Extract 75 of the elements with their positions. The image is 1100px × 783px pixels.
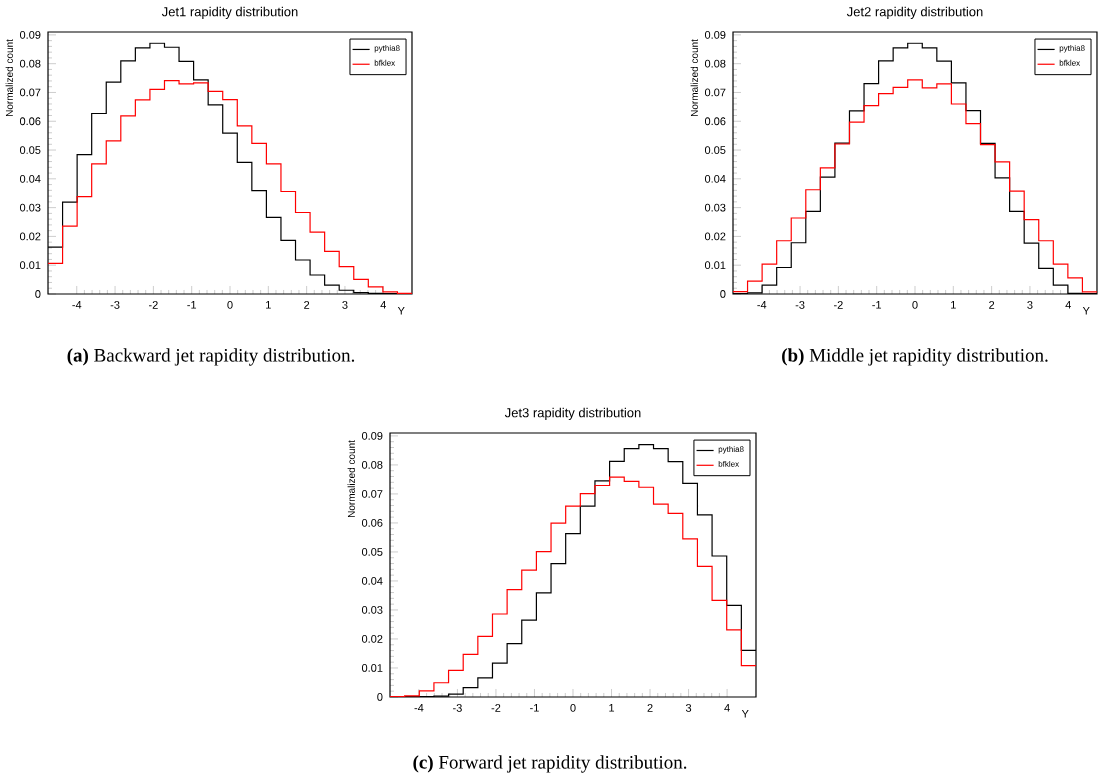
text: (b) Middle jet rapidity distribution. bbox=[782, 348, 1048, 366]
x-tick-label: -4 bbox=[72, 301, 82, 309]
y-tick-label: 0.07 bbox=[704, 88, 726, 97]
x-tick-label: 0 bbox=[227, 301, 233, 309]
x-tick-label: 4 bbox=[1065, 301, 1071, 309]
x-tick-label: -3 bbox=[453, 704, 462, 712]
x-tick-label: -1 bbox=[872, 301, 882, 309]
y-axis-title: Normalized count bbox=[5, 39, 13, 117]
y-tick-label: 0.02 bbox=[361, 635, 383, 643]
y-tick-label: 0.06 bbox=[704, 117, 726, 126]
x-tick-label: -3 bbox=[795, 301, 805, 309]
x-axis-title: Y bbox=[1082, 307, 1090, 315]
x-tick-label: 4 bbox=[380, 301, 386, 309]
y-tick-label: 0.04 bbox=[19, 174, 41, 183]
chart-title: Jet2 rapidity distribution bbox=[846, 6, 983, 19]
legend-label: pythia8 bbox=[1059, 45, 1085, 53]
x-tick-label: -2 bbox=[491, 704, 501, 712]
legend-label: bfklex bbox=[718, 460, 740, 467]
y-tick-label: 0.09 bbox=[19, 30, 41, 39]
x-tick-label: -1 bbox=[530, 704, 539, 712]
legend-label: bfklex bbox=[1059, 59, 1081, 66]
y-tick-label: 0.02 bbox=[19, 232, 41, 241]
legend-label: bfklex bbox=[374, 59, 396, 66]
text: (a) Backward jet rapidity distribution. bbox=[67, 348, 355, 366]
chart-title: Jet1 rapidity distribution bbox=[161, 6, 298, 19]
x-axis-title: Y bbox=[741, 710, 749, 718]
y-tick-label: 0.03 bbox=[361, 606, 383, 614]
y-tick-label: 0.04 bbox=[704, 174, 726, 183]
text: (c) Forward jet rapidity distribution. bbox=[413, 755, 687, 773]
legend-label: pythia8 bbox=[374, 45, 400, 53]
y-axis-title: Normalized count bbox=[347, 440, 355, 518]
y-tick-label: 0.01 bbox=[361, 664, 383, 672]
x-tick-label: -3 bbox=[110, 301, 120, 309]
legend-label: pythia8 bbox=[718, 446, 744, 454]
y-tick-label: 0.08 bbox=[361, 461, 383, 469]
y-tick-label: 0.01 bbox=[19, 261, 41, 270]
x-tick-label: 0 bbox=[570, 704, 576, 712]
y-tick-label: 0.01 bbox=[704, 261, 726, 270]
x-tick-label: -2 bbox=[833, 301, 843, 309]
y-tick-label: 0.05 bbox=[361, 548, 383, 556]
x-tick-label: 4 bbox=[724, 704, 730, 712]
y-tick-label: 0.07 bbox=[19, 88, 41, 97]
y-axis-title: Normalized count bbox=[690, 39, 698, 117]
x-tick-label: 1 bbox=[951, 301, 956, 309]
x-tick-label: -4 bbox=[757, 301, 767, 309]
y-tick-label: 0.03 bbox=[19, 203, 41, 212]
y-tick-label: 0.04 bbox=[361, 577, 383, 585]
y-tick-label: 0 bbox=[720, 290, 726, 298]
x-tick-label: 2 bbox=[647, 704, 653, 712]
x-tick-label: 3 bbox=[685, 704, 692, 712]
x-tick-label: 2 bbox=[989, 301, 995, 309]
y-tick-label: 0.05 bbox=[704, 146, 726, 154]
x-axis-title: Y bbox=[397, 307, 405, 315]
y-tick-label: 0.02 bbox=[704, 232, 726, 241]
x-tick-label: 2 bbox=[304, 301, 310, 309]
y-tick-label: 0.09 bbox=[361, 432, 383, 440]
x-tick-label: -1 bbox=[187, 301, 197, 309]
x-tick-label: 1 bbox=[266, 301, 271, 309]
y-tick-label: 0.08 bbox=[704, 59, 726, 68]
x-tick-label: 0 bbox=[912, 301, 918, 309]
x-tick-label: -2 bbox=[148, 301, 158, 309]
x-tick-label: 3 bbox=[1027, 301, 1033, 309]
y-tick-label: 0 bbox=[377, 693, 383, 701]
y-tick-label: 0.03 bbox=[704, 203, 726, 212]
y-tick-label: 0.05 bbox=[19, 146, 41, 154]
y-tick-label: 0.08 bbox=[19, 59, 41, 68]
y-tick-label: 0.06 bbox=[19, 117, 41, 126]
chart-title: Jet3 rapidity distribution bbox=[504, 407, 641, 420]
x-tick-label: 1 bbox=[609, 704, 615, 712]
y-tick-label: 0.07 bbox=[361, 490, 383, 498]
x-tick-label: 3 bbox=[342, 301, 348, 309]
y-tick-label: 0 bbox=[35, 290, 41, 298]
y-tick-label: 0.09 bbox=[704, 30, 726, 39]
y-tick-label: 0.06 bbox=[361, 519, 383, 527]
x-tick-label: -4 bbox=[414, 704, 424, 712]
